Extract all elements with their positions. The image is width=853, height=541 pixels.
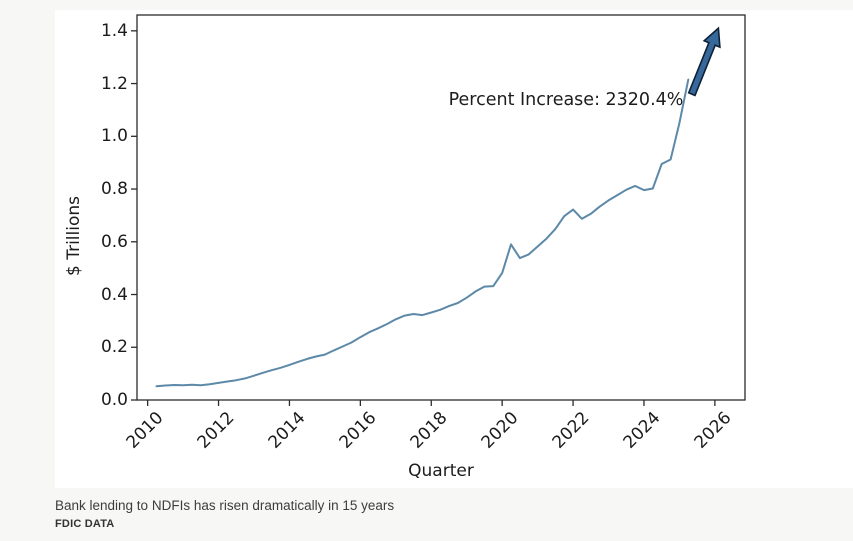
y-axis-label: $ Trillions xyxy=(64,195,84,277)
y-tick-label: 0.4 xyxy=(100,284,128,305)
x-axis-label: Quarter xyxy=(408,461,474,481)
chart-figure xyxy=(55,10,853,488)
caption: Bank lending to NDFIs has risen dramatic… xyxy=(55,497,394,530)
growth-arrow xyxy=(687,26,721,97)
y-tick-label: 1.0 xyxy=(100,126,128,147)
y-tick-label: 0.2 xyxy=(100,337,128,358)
caption-source: FDIC DATA xyxy=(55,518,115,531)
y-tick-label: 0.8 xyxy=(100,179,128,200)
plot-spines xyxy=(136,14,746,401)
y-tick-label: 0.6 xyxy=(100,231,128,252)
y-tick-label: 1.2 xyxy=(100,73,128,94)
caption-title: Bank lending to NDFIs has risen dramatic… xyxy=(55,498,395,513)
annotation-percent-increase: Percent Increase: 2320.4% xyxy=(448,90,684,110)
trend-line xyxy=(155,78,690,388)
y-tick-label: 0.0 xyxy=(100,390,128,410)
y-tick-label: 1.4 xyxy=(100,20,128,41)
